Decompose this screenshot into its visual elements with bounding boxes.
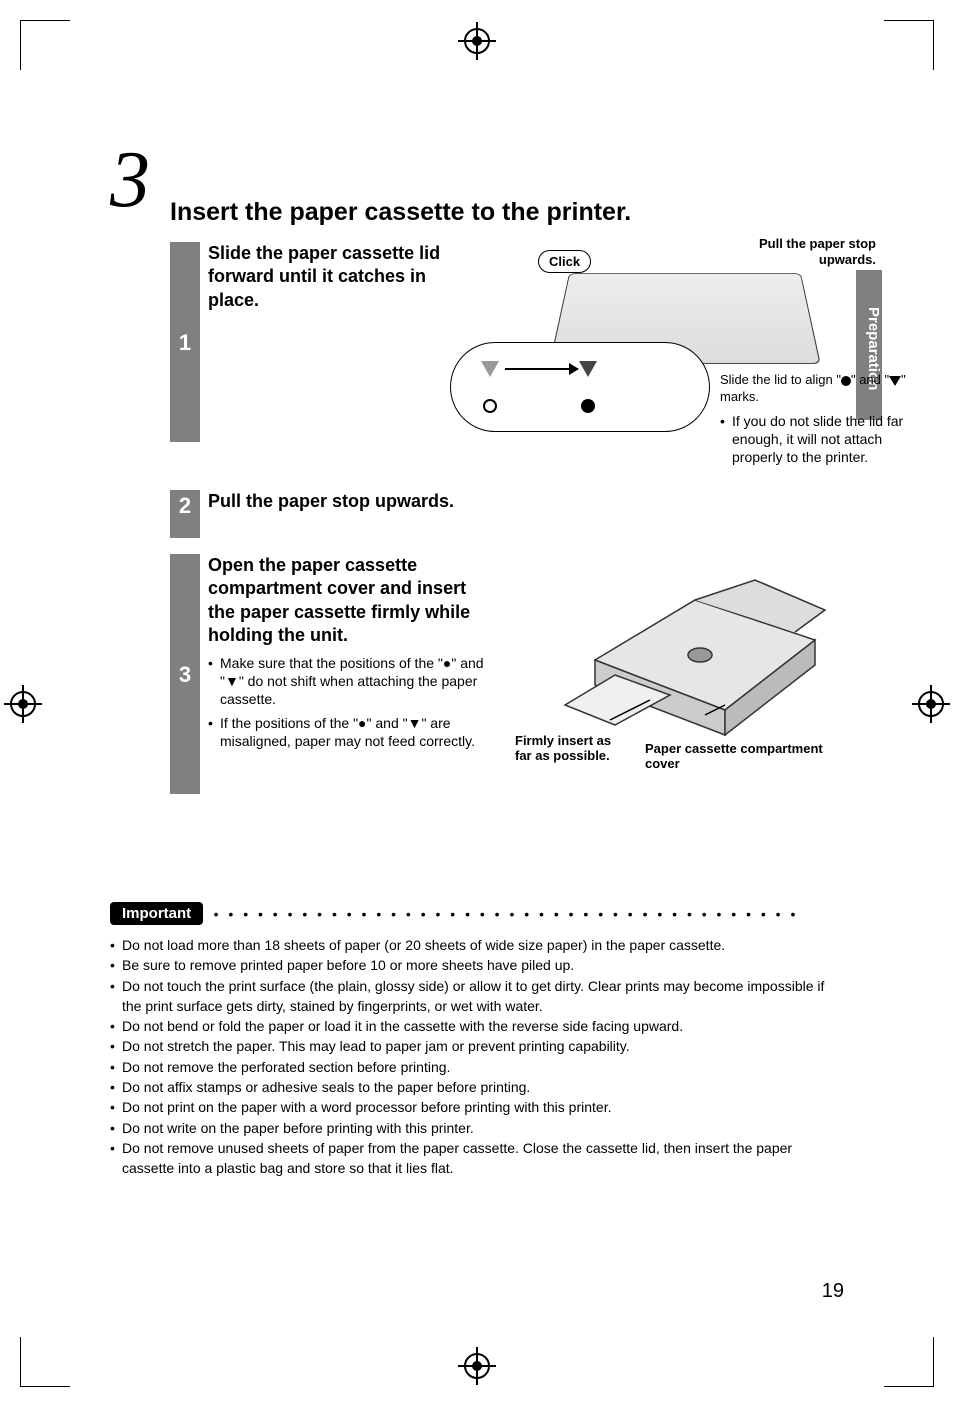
slide-lid-note: Slide the lid to align "" and "" marks. … [720,372,910,466]
diagram-cassette-lid: Pull the paper stop upwards. Click Slide… [480,242,850,472]
page-number: 19 [822,1280,844,1303]
crop-mark-br [884,1337,934,1387]
compartment-cover-label: Paper cassette compartment cover [645,741,825,772]
slide-note-text-a: Slide the lid to align " [720,372,841,387]
triangle-mark-outline-icon [481,361,499,377]
click-callout: Click [538,250,591,273]
important-item: Do not touch the print surface (the plai… [110,976,844,1017]
important-section: Important • • • • • • • • • • • • • • • … [110,902,844,1179]
important-label: Important [110,902,203,925]
dot-mark-solid-icon [581,399,595,413]
substep-3-number: 3 [170,554,200,794]
important-item: Do not remove unused sheets of paper fro… [110,1138,844,1179]
important-item: Be sure to remove printed paper before 1… [110,955,844,975]
registration-mark-right [918,691,944,717]
diagram-printer-insert: Firmly insert as far as possible. Paper … [515,560,855,800]
substep-3-bullet-1: Make sure that the positions of the "●" … [208,654,498,709]
substep-3-bullet-2: If the positions of the "●" and "▼" are … [208,714,498,750]
important-item: Do not load more than 18 sheets of paper… [110,935,844,955]
registration-mark-bottom [464,1353,490,1379]
important-item: Do not write on the paper before printin… [110,1118,844,1138]
substep-1-heading: Slide the paper cassette lid forward unt… [208,242,463,312]
important-item: Do not print on the paper with a word pr… [110,1097,844,1117]
firmly-insert-label: Firmly insert as far as possible. [515,733,625,764]
substep-2-number: 2 [170,490,200,538]
slide-note-text-b: " and " [851,372,889,387]
important-item: Do not remove the perforated section bef… [110,1057,844,1077]
crop-mark-tr [884,20,934,70]
pull-paper-stop-label: Pull the paper stop upwards. [756,236,876,267]
triangle-mark-solid-icon [579,361,597,377]
substep-3-heading: Open the paper cassette compartment cove… [208,554,498,648]
slide-note-bullet: If you do not slide the lid far enough, … [720,412,910,467]
dot-mark-outline-icon [483,399,497,413]
slide-lid-callout [450,342,710,432]
step-title: Insert the paper cassette to the printer… [170,198,631,227]
important-item: Do not affix stamps or adhesive seals to… [110,1077,844,1097]
crop-mark-tl [20,20,70,70]
substep-1-number: 1 [170,242,200,442]
dot-symbol-icon [841,376,851,386]
registration-mark-left [10,691,36,717]
page-content: Preparation 3 Insert the paper cassette … [110,150,844,1297]
substep-2: 2 Pull the paper stop upwards. [170,490,844,513]
printer-illustration [555,540,835,740]
triangle-symbol-icon [889,376,901,386]
arrow-line [505,368,571,370]
step-number: 3 [110,140,150,220]
crop-mark-bl [20,1337,70,1387]
registration-mark-top [464,28,490,54]
important-dots: • • • • • • • • • • • • • • • • • • • • … [214,906,804,922]
substep-2-heading: Pull the paper stop upwards. [208,490,508,513]
important-item: Do not stretch the paper. This may lead … [110,1036,844,1056]
arrow-head-icon [569,363,579,375]
important-list: Do not load more than 18 sheets of paper… [110,935,844,1179]
important-item: Do not bend or fold the paper or load it… [110,1016,844,1036]
